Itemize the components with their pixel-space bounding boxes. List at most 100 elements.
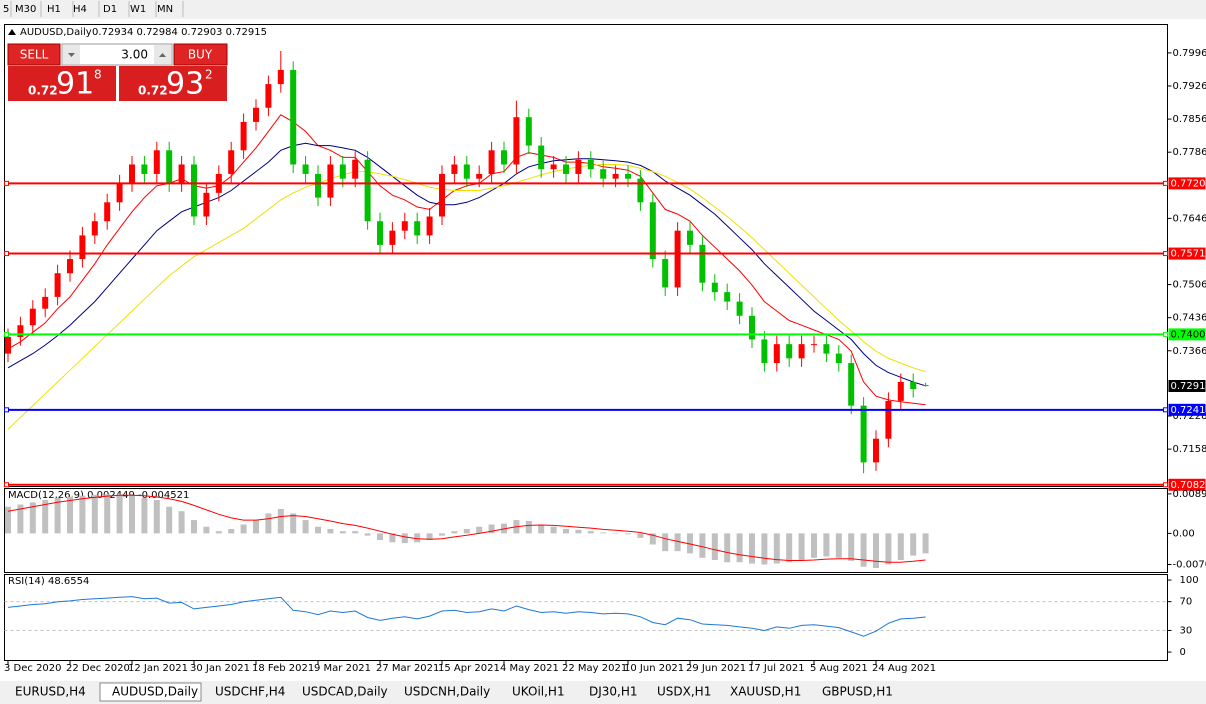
x-tick-label: 5 Aug 2021 bbox=[810, 663, 868, 674]
candle-body bbox=[265, 84, 272, 108]
timeframe-button[interactable]: M30 bbox=[15, 4, 36, 15]
tab[interactable] bbox=[810, 683, 898, 701]
macd-bar bbox=[463, 528, 470, 534]
macd-bar bbox=[724, 533, 731, 563]
macd-bar bbox=[823, 533, 830, 557]
tab[interactable] bbox=[392, 683, 498, 701]
volume-input[interactable] bbox=[61, 43, 173, 66]
candle-body bbox=[798, 344, 805, 359]
macd-bar bbox=[240, 524, 247, 534]
macd-bar bbox=[773, 533, 780, 564]
macd-bar bbox=[811, 533, 817, 558]
candle-body bbox=[600, 169, 607, 179]
x-tick-label: 12 Jan 2021 bbox=[128, 663, 188, 674]
y-tick-label: 0.71580 bbox=[1173, 444, 1206, 455]
macd-bar bbox=[191, 520, 197, 534]
level-label: 0.70826 bbox=[1171, 480, 1206, 491]
macd-bar bbox=[910, 533, 917, 556]
tab-label: DJ30,H1 bbox=[589, 685, 638, 699]
timeframe-button[interactable]: MN bbox=[157, 4, 173, 15]
tab[interactable] bbox=[3, 683, 98, 701]
macd-bar bbox=[711, 533, 718, 561]
macd-bar bbox=[401, 533, 408, 544]
collapse-icon[interactable] bbox=[8, 29, 16, 35]
up-arrow bbox=[159, 53, 166, 57]
candle-body bbox=[860, 405, 867, 463]
macd-bar bbox=[587, 531, 594, 534]
macd-bar bbox=[79, 495, 86, 534]
level-handle bbox=[1163, 331, 1168, 337]
tab[interactable] bbox=[645, 683, 716, 701]
macd-bar bbox=[290, 513, 297, 534]
macd-bar bbox=[699, 533, 706, 558]
tab[interactable] bbox=[577, 683, 643, 701]
macd-bar bbox=[600, 532, 607, 534]
buy-button[interactable] bbox=[173, 43, 228, 66]
tab-label: USDX,H1 bbox=[657, 685, 711, 699]
tab[interactable] bbox=[99, 682, 202, 702]
tab[interactable] bbox=[718, 683, 808, 701]
candle-body bbox=[290, 69, 297, 165]
candle-body bbox=[575, 159, 582, 174]
macd-bar bbox=[29, 502, 36, 534]
moving-average bbox=[7, 164, 926, 430]
y-tick-label: 100 bbox=[1180, 575, 1199, 586]
timeframe-button[interactable]: H1 bbox=[47, 4, 61, 15]
macd-bar bbox=[104, 494, 111, 534]
macd-bar bbox=[749, 533, 755, 564]
x-tick-label: 22 Dec 2020 bbox=[66, 663, 130, 674]
sell-button[interactable] bbox=[7, 43, 61, 66]
quote: 0.72934 0.72984 0.72903 0.72915 bbox=[92, 27, 267, 38]
ask-box[interactable] bbox=[119, 66, 227, 101]
sell-label: SELL bbox=[20, 48, 49, 62]
candle-body bbox=[389, 230, 396, 245]
down-arrow bbox=[68, 53, 75, 57]
macd-bar bbox=[922, 533, 929, 554]
tab[interactable] bbox=[290, 683, 390, 701]
macd-bar bbox=[848, 533, 855, 561]
candle-body bbox=[711, 282, 718, 293]
candle-body bbox=[315, 173, 321, 198]
candle-body bbox=[563, 164, 569, 174]
x-tick-label: 18 Feb 2021 bbox=[252, 663, 314, 674]
macd-bar bbox=[253, 520, 259, 534]
level-handle bbox=[1163, 251, 1168, 257]
candle-body bbox=[17, 325, 24, 338]
candle-body bbox=[525, 117, 532, 146]
level-label-box bbox=[1168, 247, 1206, 260]
tab-label: EURUSD,H4 bbox=[15, 685, 86, 699]
candle-body bbox=[761, 339, 768, 364]
bid-box[interactable] bbox=[8, 66, 116, 101]
timeframe-button[interactable]: D1 bbox=[103, 4, 117, 15]
level-handle bbox=[4, 180, 9, 186]
candle-body bbox=[339, 164, 346, 179]
macd-bar bbox=[625, 533, 631, 535]
candle-body bbox=[166, 150, 173, 184]
timeframe-button[interactable]: H4 bbox=[73, 4, 87, 15]
candle-body bbox=[228, 150, 235, 174]
level-label-box bbox=[1168, 478, 1206, 491]
macd-plot-frame bbox=[4, 488, 1168, 573]
y-tick-label: 70 bbox=[1180, 597, 1193, 608]
rsi-title: RSI(14) 48.6554 bbox=[8, 576, 89, 587]
tab[interactable] bbox=[203, 683, 288, 701]
candle-body bbox=[885, 400, 892, 439]
macd-bar bbox=[488, 524, 495, 534]
macd-bar bbox=[364, 533, 371, 536]
volume: 3.00 bbox=[121, 48, 148, 62]
timeframe-button[interactable]: W1 bbox=[130, 4, 146, 15]
x-tick-label: 17 Jul 2021 bbox=[748, 663, 805, 674]
timeframe-button[interactable]: 5 bbox=[3, 4, 9, 15]
bid-pips: 91 bbox=[56, 67, 94, 102]
candle-body bbox=[178, 164, 185, 184]
candle-body bbox=[687, 230, 693, 245]
macd-bar bbox=[897, 533, 904, 561]
tab[interactable] bbox=[500, 683, 575, 701]
macd-bar bbox=[736, 533, 743, 563]
macd-bar bbox=[91, 494, 98, 534]
